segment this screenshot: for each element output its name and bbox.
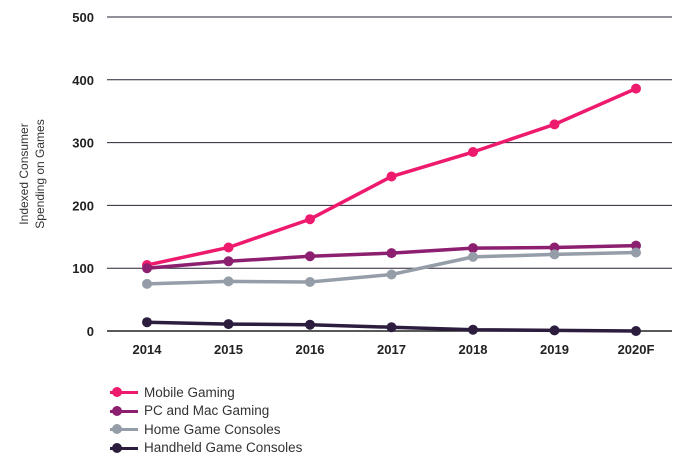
data-point-pc-and-mac-gaming — [223, 256, 234, 267]
y-tick-label: 100 — [72, 261, 94, 276]
legend-swatch — [110, 405, 138, 417]
data-point-mobile-gaming — [468, 147, 478, 158]
legend-swatch — [110, 386, 138, 398]
x-tick-label: 2016 — [296, 342, 325, 357]
legend-item-handheld-game-consoles: Handheld Game Consoles — [110, 439, 302, 458]
y-tick-label: 500 — [72, 10, 94, 25]
data-point-mobile-gaming — [549, 119, 560, 130]
x-tick-label: 2015 — [214, 342, 243, 357]
legend-dot — [112, 387, 122, 398]
legend-label: Mobile Gaming — [144, 384, 235, 400]
x-tick-label: 2014 — [133, 342, 163, 357]
legend: Mobile Gaming PC and Mac Gaming Home Game … — [110, 383, 302, 457]
data-point-home-game-consoles — [223, 276, 234, 287]
data-point-pc-and-mac-gaming — [386, 248, 397, 259]
x-tick-label: 2019 — [540, 342, 569, 357]
data-point-mobile-gaming — [305, 214, 315, 225]
data-point-mobile-gaming — [223, 242, 234, 253]
data-point-pc-and-mac-gaming — [468, 243, 478, 254]
data-point-handheld-game-consoles — [305, 319, 315, 330]
legend-item-mobile-gaming: Mobile Gaming — [110, 383, 302, 402]
data-point-pc-and-mac-gaming — [631, 240, 641, 251]
legend-line — [110, 391, 138, 395]
y-axis-ticks: 0 100 200 300 400 500 — [72, 10, 94, 339]
data-point-home-game-consoles — [305, 277, 315, 288]
data-point-handheld-game-consoles — [468, 324, 478, 335]
data-point-pc-and-mac-gaming — [305, 251, 315, 262]
legend-swatch — [110, 423, 138, 435]
data-point-home-game-consoles — [631, 247, 641, 258]
legend-item-pc-and-mac-gaming: PC and Mac Gaming — [110, 402, 302, 421]
y-tick-label: 400 — [72, 73, 94, 88]
legend-item-home-game-consoles: Home Game Consoles — [110, 420, 302, 439]
data-point-home-game-consoles — [468, 251, 478, 262]
data-point-home-game-consoles — [142, 278, 152, 289]
data-point-handheld-game-consoles — [142, 317, 152, 328]
y-tick-label: 300 — [72, 136, 94, 151]
x-tick-label: 2017 — [377, 342, 406, 357]
x-tick-label: 2020F — [618, 342, 655, 357]
data-point-handheld-game-consoles — [549, 325, 560, 336]
legend-label: Handheld Game Consoles — [144, 440, 303, 456]
data-point-handheld-game-consoles — [223, 319, 234, 330]
y-axis-title-line-1: Indexed Consumer — [17, 123, 31, 224]
series-handheld-game-consoles — [142, 317, 641, 336]
series-mobile-gaming — [142, 83, 641, 271]
y-tick-label: 0 — [87, 324, 94, 339]
legend-label: Home Game Consoles — [144, 421, 281, 437]
legend-swatch — [110, 442, 138, 454]
legend-line — [110, 446, 138, 450]
data-point-mobile-gaming — [386, 171, 397, 182]
series-home-game-consoles — [142, 247, 641, 289]
data-point-handheld-game-consoles — [631, 326, 641, 336]
legend-dot — [112, 442, 122, 453]
legend-label: PC and Mac Gaming — [144, 403, 270, 419]
legend-dot — [112, 405, 122, 416]
data-point-mobile-gaming — [631, 83, 641, 94]
y-axis-title-line-2: Spending on Games — [33, 119, 47, 228]
y-tick-label: 200 — [72, 198, 94, 213]
x-axis-ticks: 2014 2015 2016 2017 2018 2019 2020F — [133, 342, 655, 357]
series-group — [142, 83, 641, 336]
data-point-pc-and-mac-gaming — [549, 242, 560, 253]
data-point-home-game-consoles — [386, 269, 397, 280]
legend-line — [110, 428, 138, 432]
legend-line — [110, 409, 138, 413]
x-tick-label: 2018 — [459, 342, 488, 357]
data-point-handheld-game-consoles — [386, 322, 397, 333]
data-point-home-game-consoles — [549, 249, 560, 260]
series-pc-and-mac-gaming — [142, 240, 641, 274]
legend-dot — [112, 424, 122, 435]
data-point-pc-and-mac-gaming — [142, 263, 152, 274]
